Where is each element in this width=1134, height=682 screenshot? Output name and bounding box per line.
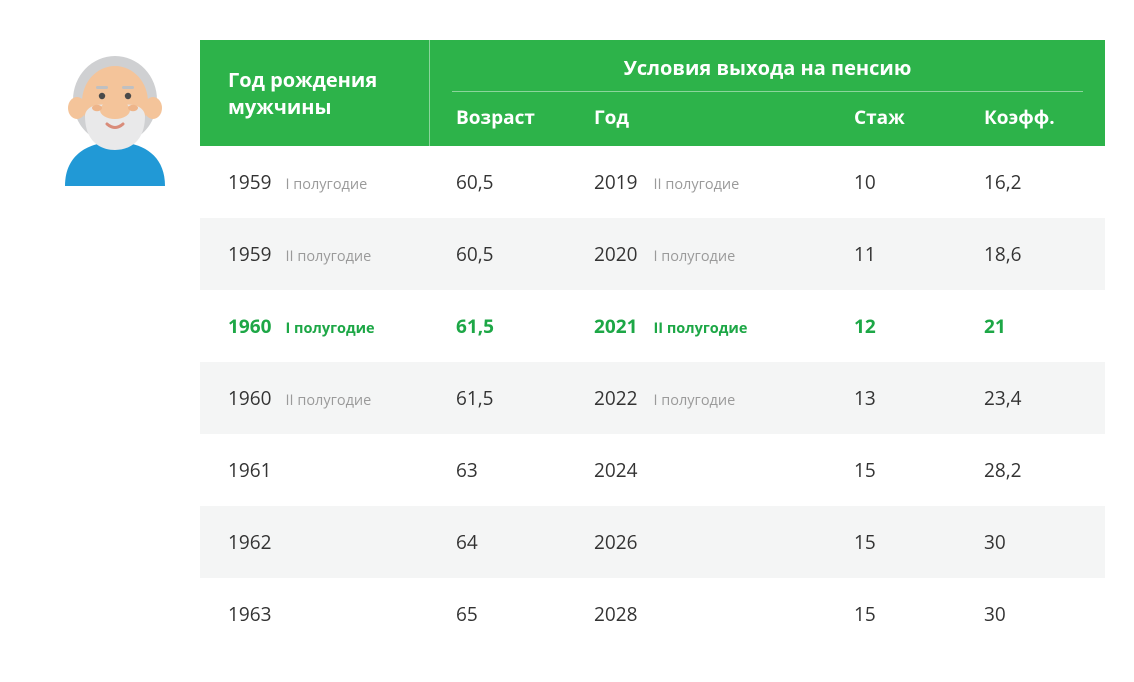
cell-age: 60,5: [430, 169, 590, 195]
cell-birth-year: 1959 I полугодие: [200, 169, 430, 195]
header-age: Возраст: [430, 104, 590, 130]
cell-birth-year: 1959 II полугодие: [200, 241, 430, 267]
cell-retirement-year: 2024: [590, 457, 850, 483]
header-subcolumns: Возраст Год Стаж Коэфф.: [430, 92, 1105, 146]
elderly-man-icon: [55, 46, 175, 186]
cell-stazh: 11: [850, 241, 980, 267]
retirement-year-value: 2021: [594, 313, 637, 339]
cell-birth-year: 1960 II полугодие: [200, 385, 430, 411]
cell-koef: 21: [980, 313, 1100, 339]
cell-birth-year: 1961: [200, 457, 430, 483]
table-row: 1959 II полугодие 60,52020 I полугодие 1118,…: [200, 218, 1105, 290]
retirement-year-value: 2026: [594, 529, 637, 555]
cell-retirement-year: 2020 I полугодие: [590, 241, 850, 267]
retirement-half-label: II полугодие: [653, 175, 739, 194]
birth-half-label: II полугодие: [285, 391, 371, 410]
birth-half-label: I полугодие: [285, 175, 367, 194]
table-row: 1960 I полугодие 61,52021 II полугодие 1221: [200, 290, 1105, 362]
retirement-half-label: I полугодие: [653, 247, 735, 266]
cell-age: 61,5: [430, 313, 590, 339]
cell-retirement-year: 2022 I полугодие: [590, 385, 850, 411]
cell-koef: 16,2: [980, 169, 1100, 195]
table-row: 1959 I полугодие 60,52019 II полугодие 1016,…: [200, 146, 1105, 218]
retirement-year-value: 2028: [594, 601, 637, 627]
header-retirement-year: Год: [590, 104, 850, 130]
table-header: Год рождения мужчины Условия выхода на п…: [200, 40, 1105, 146]
retirement-table: Год рождения мужчины Условия выхода на п…: [200, 40, 1105, 650]
header-conditions-title: Условия выхода на пенсию: [452, 40, 1083, 92]
table-row: 1962 642026 1530: [200, 506, 1105, 578]
cell-age: 63: [430, 457, 590, 483]
header-conditions-group: Условия выхода на пенсию Возраст Год Ста…: [430, 40, 1105, 146]
header-birth-year: Год рождения мужчины: [200, 40, 430, 146]
cell-koef: 23,4: [980, 385, 1100, 411]
table-row: 1960 II полугодие 61,52022 I полугодие 1323,…: [200, 362, 1105, 434]
birth-year-value: 1961: [228, 457, 271, 483]
retirement-half-label: II полугодие: [653, 319, 747, 338]
table-row: 1961 632024 1528,2: [200, 434, 1105, 506]
cell-stazh: 15: [850, 457, 980, 483]
cell-koef: 18,6: [980, 241, 1100, 267]
cell-stazh: 15: [850, 601, 980, 627]
cell-age: 60,5: [430, 241, 590, 267]
cell-birth-year: 1963: [200, 601, 430, 627]
retirement-year-value: 2019: [594, 169, 637, 195]
cell-koef: 30: [980, 601, 1100, 627]
birth-year-value: 1959: [228, 241, 271, 267]
cell-age: 65: [430, 601, 590, 627]
cell-retirement-year: 2019 II полугодие: [590, 169, 850, 195]
cell-koef: 28,2: [980, 457, 1100, 483]
birth-year-value: 1960: [228, 385, 271, 411]
page-container: Год рождения мужчины Условия выхода на п…: [0, 0, 1134, 680]
retirement-year-value: 2022: [594, 385, 637, 411]
table-row: 1963 652028 1530: [200, 578, 1105, 650]
header-stazh: Стаж: [850, 104, 980, 130]
birth-year-value: 1960: [228, 313, 271, 339]
avatar-column: [30, 40, 200, 186]
cell-retirement-year: 2021 II полугодие: [590, 313, 850, 339]
cell-stazh: 15: [850, 529, 980, 555]
cell-retirement-year: 2026: [590, 529, 850, 555]
retirement-year-value: 2020: [594, 241, 637, 267]
birth-year-value: 1962: [228, 529, 271, 555]
retirement-year-value: 2024: [594, 457, 637, 483]
cell-stazh: 12: [850, 313, 980, 339]
cell-stazh: 13: [850, 385, 980, 411]
birth-half-label: I полугодие: [285, 319, 374, 338]
cell-stazh: 10: [850, 169, 980, 195]
table-body: 1959I полугодие60,52019II полугодие1016,…: [200, 146, 1105, 650]
cell-koef: 30: [980, 529, 1100, 555]
birth-half-label: II полугодие: [285, 247, 371, 266]
table-column: Год рождения мужчины Условия выхода на п…: [200, 40, 1105, 650]
cell-age: 64: [430, 529, 590, 555]
cell-birth-year: 1962: [200, 529, 430, 555]
cell-retirement-year: 2028: [590, 601, 850, 627]
birth-year-value: 1959: [228, 169, 271, 195]
retirement-half-label: I полугодие: [653, 391, 735, 410]
cell-age: 61,5: [430, 385, 590, 411]
birth-year-value: 1963: [228, 601, 271, 627]
header-koef: Коэфф.: [980, 104, 1100, 130]
cell-birth-year: 1960 I полугодие: [200, 313, 430, 339]
